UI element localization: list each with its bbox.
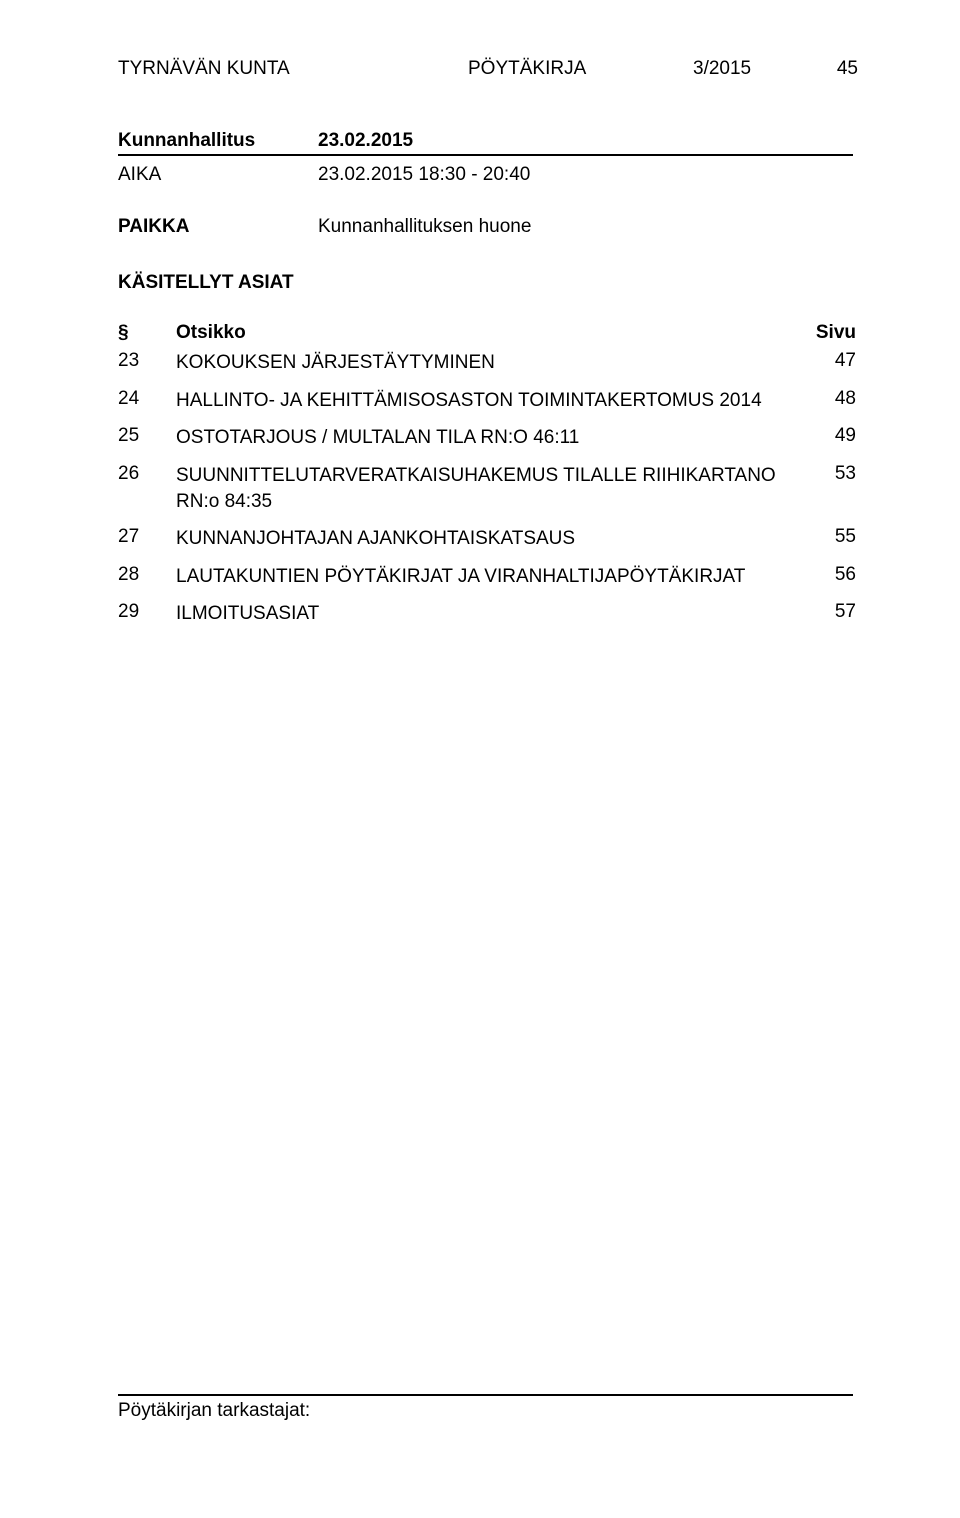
footer: Pöytäkirjan tarkastajat: — [118, 1394, 853, 1422]
paikka-row: PAIKKA Kunnanhallituksen huone — [118, 216, 860, 238]
item-page: 49 — [776, 425, 856, 447]
session-block: Kunnanhallitus 23.02.2015 — [118, 130, 860, 156]
item-number: 29 — [118, 601, 176, 623]
document-header: TYRNÄVÄN KUNTA PÖYTÄKIRJA 3/2015 45 — [118, 58, 860, 80]
header-page-number: 45 — [808, 58, 858, 80]
session-body: Kunnanhallitus — [118, 130, 318, 152]
item-page: 57 — [776, 601, 856, 623]
item-number: 27 — [118, 526, 176, 548]
item-title: SUUNNITTELUTARVERATKAISUHAKEMUS TILALLE … — [176, 463, 776, 514]
item-page: 47 — [776, 350, 856, 372]
header-col-section: § — [118, 322, 176, 344]
item-page: 53 — [776, 463, 856, 485]
item-title: KOKOUKSEN JÄRJESTÄYTYMINEN — [176, 350, 776, 376]
table-row: 29 ILMOITUSASIAT 57 — [118, 601, 860, 627]
table-row: 24 HALLINTO- JA KEHITTÄMISOSASTON TOIMIN… — [118, 388, 860, 414]
page: TYRNÄVÄN KUNTA PÖYTÄKIRJA 3/2015 45 Kunn… — [0, 0, 960, 1518]
header-doc-type: PÖYTÄKIRJA — [468, 58, 693, 80]
item-number: 23 — [118, 350, 176, 372]
table-row: 26 SUUNNITTELUTARVERATKAISUHAKEMUS TILAL… — [118, 463, 860, 514]
aika-value: 23.02.2015 18:30 - 20:40 — [318, 164, 530, 186]
paikka-value: Kunnanhallituksen huone — [318, 216, 531, 238]
header-col-title: Otsikko — [176, 322, 776, 344]
paikka-label: PAIKKA — [118, 216, 318, 238]
session-underline — [118, 154, 853, 156]
aika-row: AIKA 23.02.2015 18:30 - 20:40 — [118, 164, 860, 186]
table-row: 28 LAUTAKUNTIEN PÖYTÄKIRJAT JA VIRANHALT… — [118, 564, 860, 590]
table-row: 23 KOKOUKSEN JÄRJESTÄYTYMINEN 47 — [118, 350, 860, 376]
item-number: 25 — [118, 425, 176, 447]
item-title: ILMOITUSASIAT — [176, 601, 776, 627]
header-col-page: Sivu — [776, 322, 856, 344]
item-page: 48 — [776, 388, 856, 410]
item-title: KUNNANJOHTAJAN AJANKOHTAISKATSAUS — [176, 526, 776, 552]
session-date: 23.02.2015 — [318, 130, 413, 152]
item-number: 28 — [118, 564, 176, 586]
items-table: § Otsikko Sivu 23 KOKOUKSEN JÄRJESTÄYTYM… — [118, 322, 860, 627]
item-number: 24 — [118, 388, 176, 410]
item-page: 55 — [776, 526, 856, 548]
item-page: 56 — [776, 564, 856, 586]
footer-line — [118, 1394, 853, 1396]
item-number: 26 — [118, 463, 176, 485]
aika-label: AIKA — [118, 164, 318, 186]
items-table-header: § Otsikko Sivu — [118, 322, 860, 344]
item-title: HALLINTO- JA KEHITTÄMISOSASTON TOIMINTAK… — [176, 388, 776, 414]
header-index: 3/2015 — [693, 58, 808, 80]
header-org: TYRNÄVÄN KUNTA — [118, 58, 468, 80]
table-row: 25 OSTOTARJOUS / MULTALAN TILA RN:O 46:1… — [118, 425, 860, 451]
item-title: LAUTAKUNTIEN PÖYTÄKIRJAT JA VIRANHALTIJA… — [176, 564, 776, 590]
item-title: OSTOTARJOUS / MULTALAN TILA RN:O 46:11 — [176, 425, 776, 451]
footer-text: Pöytäkirjan tarkastajat: — [118, 1400, 853, 1422]
kasitellyt-heading: KÄSITELLYT ASIAT — [118, 272, 860, 294]
table-row: 27 KUNNANJOHTAJAN AJANKOHTAISKATSAUS 55 — [118, 526, 860, 552]
